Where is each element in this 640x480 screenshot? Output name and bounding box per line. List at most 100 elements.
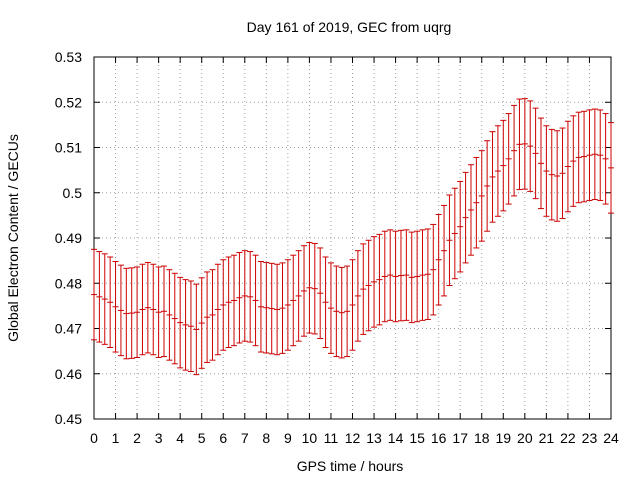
chart-title: Day 161 of 2019, GEC from uqrg — [247, 19, 452, 35]
x-tick-label: 21 — [539, 430, 555, 446]
error-bar-point — [344, 265, 351, 358]
error-bar-point — [349, 259, 356, 351]
error-bar-point — [451, 187, 458, 280]
error-bar-point — [204, 271, 211, 363]
y-axis-label: Global Electron Content / GECUs — [5, 134, 21, 342]
error-bar-point — [467, 164, 474, 256]
error-bar-point — [570, 115, 577, 207]
error-bar-point — [150, 263, 157, 356]
y-tick-label: 0.52 — [55, 94, 82, 110]
error-bar-point — [220, 259, 227, 351]
error-bar-point — [537, 117, 544, 210]
error-bar-point — [225, 256, 232, 349]
error-bar-point — [117, 264, 124, 357]
error-bar-point — [263, 261, 270, 354]
y-tick-label: 0.48 — [55, 275, 82, 291]
error-bar-point — [134, 266, 141, 358]
error-bar-point — [441, 204, 448, 297]
error-bar-point — [527, 100, 534, 192]
x-tick-label: 16 — [431, 430, 447, 446]
error-bar-point — [268, 262, 275, 355]
x-tick-label: 22 — [560, 430, 576, 446]
error-bar-point — [408, 231, 415, 324]
error-bar-point — [392, 230, 399, 323]
error-bar-point — [317, 247, 324, 339]
x-tick-label: 0 — [90, 430, 98, 446]
error-bar-point — [591, 108, 598, 201]
error-bar-point — [209, 269, 216, 361]
error-bar-point — [381, 230, 388, 323]
error-bar-point — [511, 104, 518, 197]
error-bar-point — [128, 267, 135, 359]
error-bar-point — [333, 265, 340, 358]
error-bar-point — [166, 269, 173, 361]
x-tick-label: 11 — [324, 430, 339, 446]
error-bar-point — [96, 251, 103, 343]
error-bar-point — [608, 122, 614, 214]
error-bar-point — [295, 250, 302, 342]
y-tick-label: 0.53 — [55, 49, 82, 65]
error-bar-point — [284, 259, 291, 351]
error-bar-point — [112, 261, 119, 353]
x-tick-label: 4 — [176, 430, 184, 446]
x-tick-label: 2 — [133, 430, 141, 446]
x-tick-label: 12 — [345, 430, 361, 446]
error-bar-point — [214, 263, 221, 356]
error-bar-point — [301, 245, 308, 337]
error-bar-point — [231, 254, 238, 347]
error-bar-point — [91, 248, 97, 341]
error-bar-point — [403, 229, 410, 321]
error-bar-point — [581, 110, 588, 203]
x-tick-label: 7 — [241, 430, 249, 446]
error-bar-point — [457, 180, 464, 273]
error-bar-point — [171, 272, 178, 365]
error-bar-point — [478, 150, 485, 242]
x-tick-label: 3 — [155, 430, 163, 446]
error-bar-point — [430, 223, 437, 316]
error-bar-point — [435, 213, 442, 306]
error-bar-point — [322, 256, 329, 349]
error-bar-point — [494, 125, 501, 217]
y-tick-label: 0.45 — [55, 411, 82, 427]
x-tick-label: 15 — [409, 430, 425, 446]
error-bar-point — [327, 262, 334, 354]
error-bar-point — [290, 254, 297, 347]
error-bar-point — [247, 251, 254, 343]
error-bar-point — [155, 266, 162, 358]
x-tick-label: 6 — [219, 430, 227, 446]
error-bar-point — [489, 131, 496, 223]
error-bar-point — [279, 262, 286, 354]
x-tick-label: 9 — [284, 430, 292, 446]
x-tick-label: 5 — [198, 430, 206, 446]
error-bar-point — [473, 156, 480, 249]
error-bar-point — [107, 256, 114, 349]
error-bar-point — [586, 109, 593, 201]
y-tick-label: 0.5 — [63, 185, 83, 201]
error-bar-point — [144, 261, 151, 354]
error-bar-point — [236, 251, 243, 344]
error-bar-point — [274, 263, 281, 356]
error-bar-point — [602, 113, 609, 205]
error-bar-point — [306, 242, 313, 334]
x-axis-label: GPS time / hours — [297, 458, 404, 474]
error-bar-point — [516, 98, 523, 191]
error-bar-point — [376, 233, 383, 326]
error-bar-point — [338, 266, 345, 359]
x-tick-label: 24 — [603, 430, 619, 446]
axis-ticks — [93, 56, 612, 420]
error-bar-point — [548, 128, 555, 221]
error-bar-point — [139, 263, 146, 356]
error-bar-point — [182, 279, 189, 371]
error-bar-point — [397, 229, 404, 322]
x-tick-label: 14 — [388, 430, 404, 446]
error-bar-point — [360, 243, 367, 335]
x-tick-label: 23 — [582, 430, 598, 446]
error-bar-point — [419, 229, 426, 321]
x-tick-label: 10 — [302, 430, 318, 446]
x-tick-label: 17 — [452, 430, 468, 446]
y-tick-label: 0.49 — [55, 230, 82, 246]
error-bar-point — [311, 242, 318, 335]
y-tick-label: 0.47 — [55, 321, 82, 337]
error-bar-point — [532, 107, 539, 200]
